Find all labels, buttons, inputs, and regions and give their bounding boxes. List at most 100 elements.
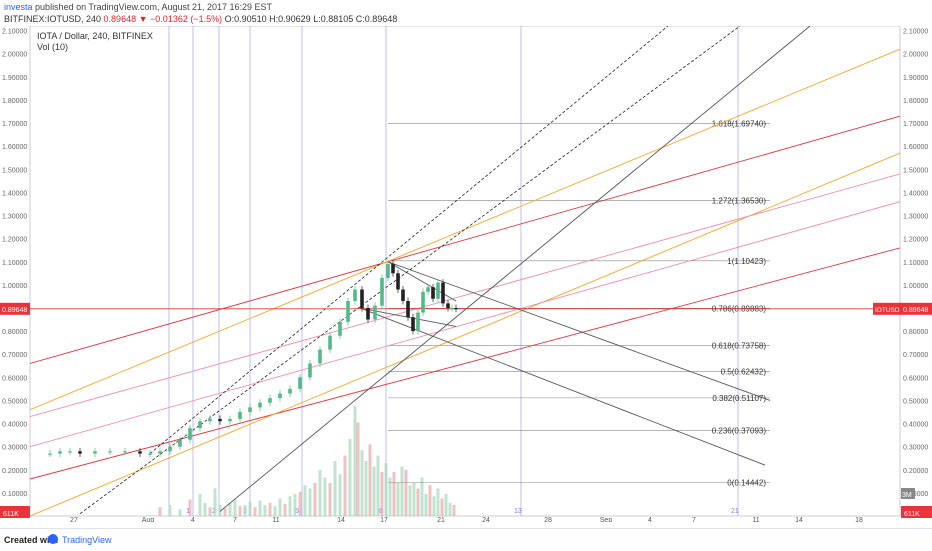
x-tick-label: 18 xyxy=(855,517,863,522)
x-tick-label: 14 xyxy=(337,517,345,522)
x-tick-label: 7 xyxy=(692,517,696,522)
candle-body xyxy=(373,305,377,320)
legend-indicator[interactable]: Vol (10) xyxy=(37,42,69,52)
price-chart[interactable]: 0.10000 0.10000 0.20000 0.20000 0.30000 0.300… xyxy=(0,25,932,524)
trend-line-pink xyxy=(30,173,900,418)
volume-bar xyxy=(243,505,247,516)
candle-body xyxy=(386,264,390,278)
volume-bar xyxy=(408,485,412,516)
candle-body xyxy=(248,407,252,412)
y-tick-label-right: 0.80000 xyxy=(903,329,928,336)
y-tick-label-right: 0.60000 xyxy=(903,375,928,382)
dashed-channel-line xyxy=(149,26,669,454)
x-tick-label: Aug xyxy=(142,517,155,522)
y-tick-label-left: 1.50000 xyxy=(2,167,27,174)
volume-bar xyxy=(168,505,172,516)
fib-level-label: 0(0.14442) xyxy=(727,479,766,488)
candle-body xyxy=(298,377,302,389)
symbol-info: BITFINEX:IOTUSD, 240 0.89648 ▼ −0.01362 … xyxy=(4,14,397,24)
candle-body xyxy=(431,287,435,299)
candle-body xyxy=(188,428,192,440)
volume-bar xyxy=(380,472,384,516)
volume-bar xyxy=(343,455,347,516)
trend-line-gray xyxy=(387,261,771,401)
x-tick-label: 11 xyxy=(272,517,279,522)
cycle-label: 1 xyxy=(186,508,190,515)
volume-bar xyxy=(178,509,182,516)
candle-body xyxy=(178,439,182,447)
volume-label-left: 611K xyxy=(3,511,19,518)
volume-bar xyxy=(384,463,388,516)
volume-bar xyxy=(372,466,376,516)
trend-line-gray xyxy=(359,307,766,466)
y-tick-label-left: 0.70000 xyxy=(2,352,27,359)
volume-bar xyxy=(360,450,364,516)
volume-label-right: 611K xyxy=(904,511,920,518)
price-label-right: 0.89648 xyxy=(903,307,928,314)
volume-bar xyxy=(218,505,222,516)
y-tick-label-right: 0.10000 xyxy=(903,491,928,498)
y-tick-label-left: 2.10000 xyxy=(2,29,27,36)
candle-body xyxy=(396,273,400,290)
x-tick-label: 17 xyxy=(380,517,388,522)
y-tick-label-right: 1.70000 xyxy=(903,121,928,128)
candle-body xyxy=(441,282,445,304)
candle-body xyxy=(436,282,440,299)
volume-bar xyxy=(293,494,297,516)
candle-body xyxy=(228,418,232,422)
y-tick-label-right: 1.80000 xyxy=(903,98,928,105)
candle-body xyxy=(108,451,112,453)
y-tick-label-left: 1.30000 xyxy=(2,214,27,221)
volume-bar xyxy=(404,469,408,516)
price-label-left-bg xyxy=(0,302,30,315)
volume-bar xyxy=(452,505,456,516)
candle-body xyxy=(353,289,357,302)
y-tick-label-right: 1.60000 xyxy=(903,144,928,151)
volume-bar xyxy=(318,469,322,516)
y-tick-label-left: 1.60000 xyxy=(2,144,27,151)
candle-body xyxy=(401,289,405,302)
x-tick-label: 4 xyxy=(191,517,195,522)
y-tick-label-right: 0.50000 xyxy=(903,398,928,405)
y-tick-label-right: 1.40000 xyxy=(903,190,928,197)
volume-bar xyxy=(298,491,302,516)
y-tick-label-right: 0.70000 xyxy=(903,352,928,359)
fib-level-label: 0.236(0.37093) xyxy=(712,426,767,435)
y-tick-label-right: 1.50000 xyxy=(903,167,928,174)
author-link[interactable]: investa xyxy=(4,2,33,12)
volume-bar xyxy=(448,502,452,516)
fib-level-label: 0.5(0.62432) xyxy=(721,368,767,377)
candle-body xyxy=(346,301,350,322)
down-arrow-icon: ▼ xyxy=(138,14,148,24)
volume-bar xyxy=(158,507,162,516)
volume-bar xyxy=(213,488,217,516)
x-tick-label: Sep xyxy=(600,517,613,522)
published-text: published on TradingView.com, August 21,… xyxy=(35,2,273,12)
created-with-text: Created with xyxy=(4,535,59,545)
volume-bar xyxy=(308,488,312,516)
volume-bar xyxy=(238,506,242,516)
candle-body xyxy=(268,398,272,403)
legend-title: IOTA / Dollar, 240, BITFINEX xyxy=(37,31,153,41)
tradingview-brand[interactable]: TradingView xyxy=(62,535,112,545)
volume-bar xyxy=(396,483,400,516)
candle-body xyxy=(198,421,202,429)
volume-bar xyxy=(273,506,277,516)
volume-label-right-bg xyxy=(901,506,932,518)
trend-line-gray xyxy=(219,26,811,512)
volume-bar xyxy=(248,501,252,516)
candle-body xyxy=(278,393,282,399)
publish-info: investa published on TradingView.com, Au… xyxy=(4,2,272,12)
y-tick-label-right: 2.10000 xyxy=(903,29,928,36)
x-tick-label: 24 xyxy=(482,517,490,522)
volume-bar xyxy=(323,477,327,516)
volume-bar xyxy=(288,496,292,516)
chart-area[interactable]: 0.10000 0.10000 0.20000 0.20000 0.30000 0.300… xyxy=(0,25,932,524)
volume-bar xyxy=(253,507,257,516)
candle-body xyxy=(360,289,364,308)
footer: Created with TradingView xyxy=(0,528,932,551)
chart-legend: IOTA / Dollar, 240, BITFINEX Vol (10) xyxy=(37,31,153,53)
y-tick-label-right: 1.10000 xyxy=(903,260,928,267)
candle-body xyxy=(208,418,212,422)
fib-level-label: 1(1.10423) xyxy=(727,257,766,266)
